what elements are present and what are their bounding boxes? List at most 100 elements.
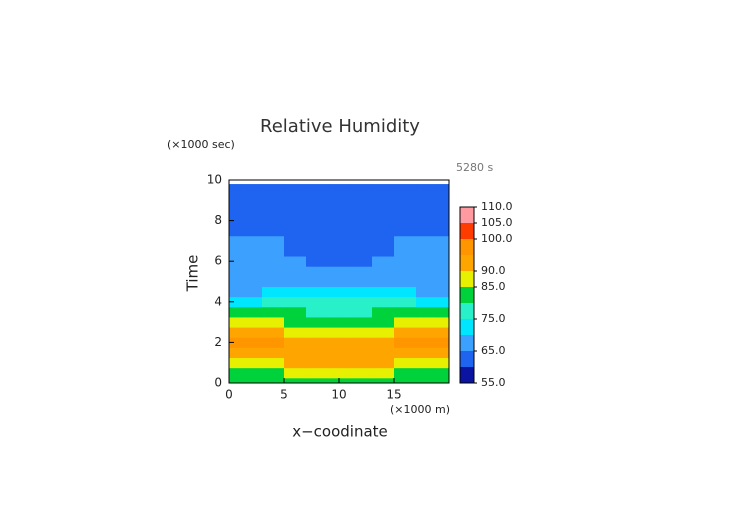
field-cell: [438, 276, 450, 287]
field-cell: [328, 187, 351, 196]
field-cell: [306, 187, 329, 196]
field-cell: [394, 266, 417, 277]
field-cell: [262, 337, 285, 348]
field-cell: [328, 225, 351, 237]
colorbar-band: [460, 255, 474, 271]
field-cell: [229, 235, 241, 247]
field-cell: [240, 357, 263, 369]
colorbar-tick-label: 105.0: [481, 216, 513, 229]
field-cell: [372, 205, 395, 216]
field-cell: [240, 266, 263, 277]
field-cell: [229, 215, 241, 227]
field-cell: [284, 256, 307, 267]
colorbar-tick-label: 55.0: [481, 376, 506, 389]
field-cell: [262, 327, 285, 338]
field-cell: [262, 184, 285, 188]
field-cell: [350, 205, 373, 216]
x-axis-label: x−coodinate: [292, 423, 388, 441]
field-cell: [438, 317, 450, 328]
field-cell: [372, 327, 395, 338]
field-cell: [306, 276, 329, 287]
colorbar-band: [460, 319, 474, 335]
field-cell: [416, 286, 439, 298]
field-cell: [438, 245, 450, 257]
field-cell: [394, 245, 417, 257]
field-cell: [438, 184, 450, 188]
field-cell: [416, 225, 439, 237]
field-cell: [394, 256, 417, 267]
field-cell: [350, 245, 373, 257]
field-cell: [306, 256, 329, 267]
field-cell: [350, 337, 373, 348]
field-cell: [372, 215, 395, 227]
field-cell: [350, 187, 373, 196]
field-cell: [262, 256, 285, 267]
field-cell: [350, 195, 373, 206]
field-cell: [350, 235, 373, 247]
field-cell: [284, 245, 307, 257]
field-cell: [262, 286, 285, 298]
field-cell: [328, 306, 351, 318]
colorbar: 55.0 65.0 75.0 85.0 90.0 100.0 105.0 110.0: [459, 200, 513, 389]
field-cell: [328, 327, 351, 338]
field-cell: [394, 296, 417, 308]
field-cell: [394, 367, 417, 379]
field-cell: [438, 337, 450, 348]
field-cell: [416, 296, 439, 308]
field-cell: [328, 357, 351, 369]
field-cell: [262, 377, 285, 384]
field-cell: [328, 276, 351, 287]
field-cell: [229, 306, 241, 318]
field-cell: [416, 195, 439, 206]
field-cell: [229, 187, 241, 196]
colorbar-band: [460, 207, 474, 223]
field-cell: [240, 215, 263, 227]
field-cell: [240, 276, 263, 287]
colorbar-band: [460, 271, 474, 287]
field-cell: [262, 266, 285, 277]
field-cell: [229, 225, 241, 237]
field-cell: [372, 184, 395, 188]
y-tick-label: 6: [214, 254, 222, 268]
field-cell: [350, 347, 373, 359]
field-cell: [372, 256, 395, 267]
field-cell: [372, 347, 395, 359]
field-cell: [306, 205, 329, 216]
colorbar-tick-label: 110.0: [481, 200, 513, 213]
field-cell: [229, 256, 241, 267]
field-cell: [229, 276, 241, 287]
field-cell: [240, 367, 263, 379]
y-tick-label: 4: [214, 294, 222, 308]
field-cell: [262, 215, 285, 227]
field-cell: [262, 306, 285, 318]
field-cell: [306, 357, 329, 369]
field-cell: [372, 245, 395, 257]
colorbar-band: [460, 303, 474, 319]
colorbar-band: [460, 223, 474, 239]
field-cell: [306, 337, 329, 348]
field-cell: [416, 245, 439, 257]
field-cell: [306, 286, 329, 298]
field-cell: [416, 205, 439, 216]
colorbar-tick-label: 85.0: [481, 280, 506, 293]
field-cell: [372, 357, 395, 369]
field-cell: [229, 317, 241, 328]
field-cell: [240, 377, 263, 384]
field-cell: [394, 215, 417, 227]
field-cell: [306, 195, 329, 206]
field-cell: [328, 347, 351, 359]
field-cell: [394, 187, 417, 196]
field-cell: [284, 377, 307, 384]
field-cell: [372, 187, 395, 196]
field-cell: [240, 317, 263, 328]
field-cell: [328, 286, 351, 298]
field-cell: [438, 306, 450, 318]
field-cell: [306, 377, 329, 384]
field-cell: [328, 205, 351, 216]
field-cell: [262, 205, 285, 216]
field-cell: [438, 256, 450, 267]
field-cell: [262, 235, 285, 247]
y-axis-label: Time: [184, 255, 202, 293]
field-cell: [262, 276, 285, 287]
field-cell: [350, 296, 373, 308]
